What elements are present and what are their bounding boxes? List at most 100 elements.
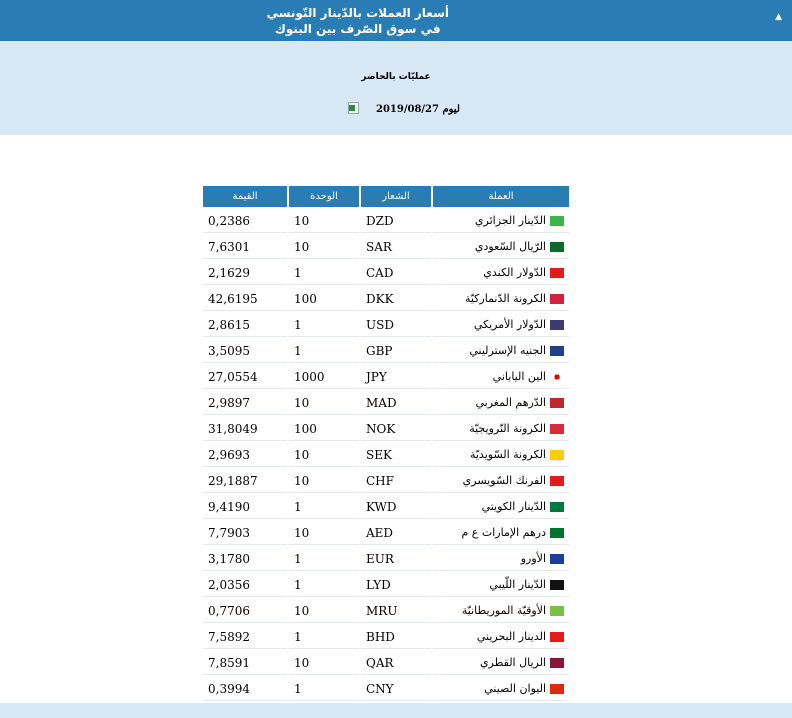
currency-unit: 1 (289, 495, 359, 519)
currency-name: درهم الإمارات ع م (433, 521, 569, 545)
flag-icon (550, 502, 564, 512)
currency-unit: 10 (289, 651, 359, 675)
currency-code: SAR (361, 235, 431, 259)
currency-unit: 1 (289, 339, 359, 363)
currency-name: الدّينار الجزائري (433, 209, 569, 233)
excel-icon[interactable] (348, 102, 359, 114)
flag-icon (550, 424, 564, 434)
rates-table: العملة الشعار الوحدة القيمة الدّينار الج… (201, 184, 571, 703)
currency-value: 7,8591 (203, 651, 287, 675)
currency-unit: 10 (289, 235, 359, 259)
currency-code: KWD (361, 495, 431, 519)
flag-icon (550, 320, 564, 330)
page-title: أسعار العملات بالدّينار التّونسي في سوق … (266, 6, 449, 36)
currency-unit: 10 (289, 469, 359, 493)
currency-name: الأوقيّة الموريطانيّة (433, 599, 569, 623)
table-row: الكرونة النّرويجيّة NOK 100 31,8049 (203, 417, 569, 441)
table-row: الدّينار اللّيبي LYD 1 2,0356 (203, 573, 569, 597)
flag-icon (550, 684, 564, 694)
currency-value: 7,7903 (203, 521, 287, 545)
currency-name: الين الياباني (433, 365, 569, 389)
currency-code: JPY (361, 365, 431, 389)
currency-name: الفرنك السّويسري (433, 469, 569, 493)
currency-unit: 10 (289, 521, 359, 545)
currency-name: الكرونة الدّنماركيّة (433, 287, 569, 311)
currency-value: 42,6195 (203, 287, 287, 311)
currency-code: CNY (361, 677, 431, 701)
currency-code: NOK (361, 417, 431, 441)
table-row: الدّرهم المغربي MAD 10 2,9897 (203, 391, 569, 415)
currency-value: 2,8615 (203, 313, 287, 337)
currency-value: 0,7706 (203, 599, 287, 623)
currency-value: 0,3994 (203, 677, 287, 701)
currency-value: 9,4190 (203, 495, 287, 519)
flag-icon (550, 528, 564, 538)
currency-name: الكرونة النّرويجيّة (433, 417, 569, 441)
currency-value: 2,9897 (203, 391, 287, 415)
subtitle: عمليّات بالحاضر (361, 72, 431, 82)
table-row: الدّينار الجزائري DZD 10 0,2386 (203, 209, 569, 233)
currency-name: الدّرهم المغربي (433, 391, 569, 415)
flag-icon (550, 632, 564, 642)
table-row: الأورو EUR 1 3,1780 (203, 547, 569, 571)
flag-icon (550, 346, 564, 356)
currency-unit: 100 (289, 417, 359, 441)
currency-value: 2,1629 (203, 261, 287, 285)
currency-unit: 1 (289, 261, 359, 285)
flag-icon (550, 268, 564, 278)
currency-code: DZD (361, 209, 431, 233)
flag-icon (550, 450, 564, 460)
table-row: الدّينار الكويتي KWD 1 9,4190 (203, 495, 569, 519)
currency-code: GBP (361, 339, 431, 363)
currency-code: EUR (361, 547, 431, 571)
currency-unit: 1000 (289, 365, 359, 389)
triangle-up-icon[interactable]: ▲ (775, 12, 782, 22)
currency-value: 29,1887 (203, 469, 287, 493)
currency-code: MRU (361, 599, 431, 623)
currency-name: الدينار البحريني (433, 625, 569, 649)
table-row: الأوقيّة الموريطانيّة MRU 10 0,7706 (203, 599, 569, 623)
currency-name: الأورو (433, 547, 569, 571)
currency-value: 7,5892 (203, 625, 287, 649)
header-unit: الوحدة (289, 186, 359, 207)
currency-unit: 10 (289, 443, 359, 467)
currency-unit: 1 (289, 313, 359, 337)
flag-icon (550, 606, 564, 616)
currency-code: AED (361, 521, 431, 545)
table-row: الكرونة السّويديّة SEK 10 2,9693 (203, 443, 569, 467)
currency-unit: 10 (289, 209, 359, 233)
date-label: ليوم 2019/08/27 (376, 104, 460, 115)
flag-icon (550, 242, 564, 252)
currency-unit: 1 (289, 573, 359, 597)
currency-value: 27,0554 (203, 365, 287, 389)
table-row: الكرونة الدّنماركيّة DKK 100 42,6195 (203, 287, 569, 311)
currency-name: اليوان الصيني (433, 677, 569, 701)
flag-icon (550, 554, 564, 564)
flag-icon (550, 476, 564, 486)
flag-icon (550, 580, 564, 590)
currency-code: SEK (361, 443, 431, 467)
currency-name: الكرونة السّويديّة (433, 443, 569, 467)
currency-name: الجنيه الإسترليني (433, 339, 569, 363)
header-value: القيمة (203, 186, 287, 207)
footer-band (0, 703, 792, 718)
currency-unit: 10 (289, 599, 359, 623)
currency-name: الدّينار اللّيبي (433, 573, 569, 597)
currency-code: MAD (361, 391, 431, 415)
currency-unit: 1 (289, 677, 359, 701)
currency-value: 31,8049 (203, 417, 287, 441)
header-code: الشعار (361, 186, 431, 207)
currency-code: LYD (361, 573, 431, 597)
currency-unit: 10 (289, 391, 359, 415)
info-band (0, 41, 792, 135)
table-row: الفرنك السّويسري CHF 10 29,1887 (203, 469, 569, 493)
page-header: أسعار العملات بالدّينار التّونسي في سوق … (0, 0, 792, 41)
currency-code: USD (361, 313, 431, 337)
currency-value: 2,9693 (203, 443, 287, 467)
table-row: الريال القطري QAR 10 7,8591 (203, 651, 569, 675)
currency-value: 7,6301 (203, 235, 287, 259)
table-row: اليوان الصيني CNY 1 0,3994 (203, 677, 569, 701)
table-row: الين الياباني JPY 1000 27,0554 (203, 365, 569, 389)
table-row: الدّولار الكندي CAD 1 2,1629 (203, 261, 569, 285)
flag-icon (550, 216, 564, 226)
